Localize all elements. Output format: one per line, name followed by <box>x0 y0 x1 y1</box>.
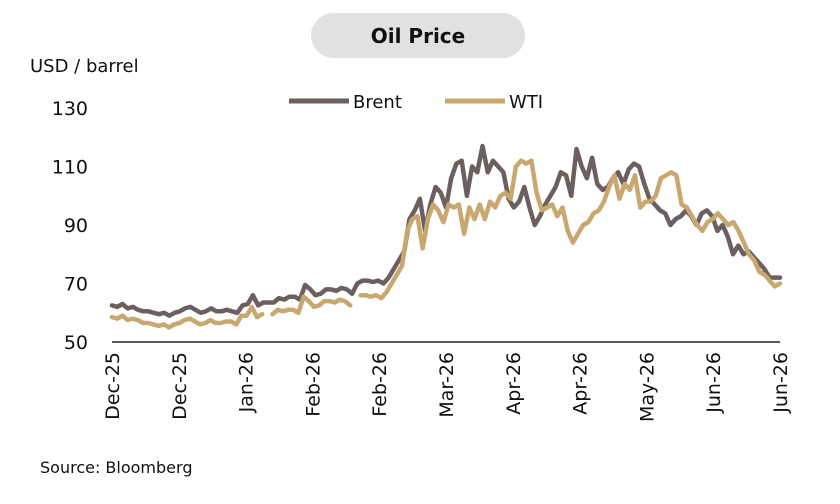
series-line-wti <box>109 158 783 330</box>
legend: Brent WTI <box>289 92 543 113</box>
chart-title: Oil Price <box>370 23 466 48</box>
y-tick-label: 50 <box>64 332 88 354</box>
y-axis-label: USD / barrel <box>30 56 139 77</box>
x-tick-label: Apr-26 <box>503 352 525 415</box>
y-tick-label: 110 <box>52 157 88 179</box>
chart-title-pill: Oil Price <box>311 13 525 58</box>
axes: 50 70 90 110 130 Dec-25 Dec-25 Jan-26 Feb-26 Feb-… <box>52 98 792 422</box>
series-line-brent <box>109 143 783 318</box>
x-tick-label: Feb-26 <box>302 352 324 417</box>
source-note: Source: Bloomberg <box>40 458 193 477</box>
x-tick-label: Jun-26 <box>770 352 792 414</box>
legend-label-brent: Brent <box>353 92 402 113</box>
x-tick-label: Mar-26 <box>436 352 458 418</box>
x-tick-label: Jun-26 <box>703 352 725 414</box>
legend-label-wti: WTI <box>509 92 543 113</box>
x-tick-label: Apr-26 <box>570 352 592 415</box>
y-tick-label: 130 <box>52 98 88 120</box>
y-tick-label: 70 <box>64 274 88 296</box>
x-tick-label: Dec-25 <box>102 352 124 420</box>
y-tick-label: 90 <box>64 215 88 237</box>
x-tick-label: Dec-25 <box>169 352 191 420</box>
x-tick-label: May-26 <box>636 352 658 422</box>
series-layer <box>109 143 783 330</box>
x-tick-label: Jan-26 <box>236 352 258 413</box>
x-tick-label: Feb-26 <box>369 352 391 417</box>
